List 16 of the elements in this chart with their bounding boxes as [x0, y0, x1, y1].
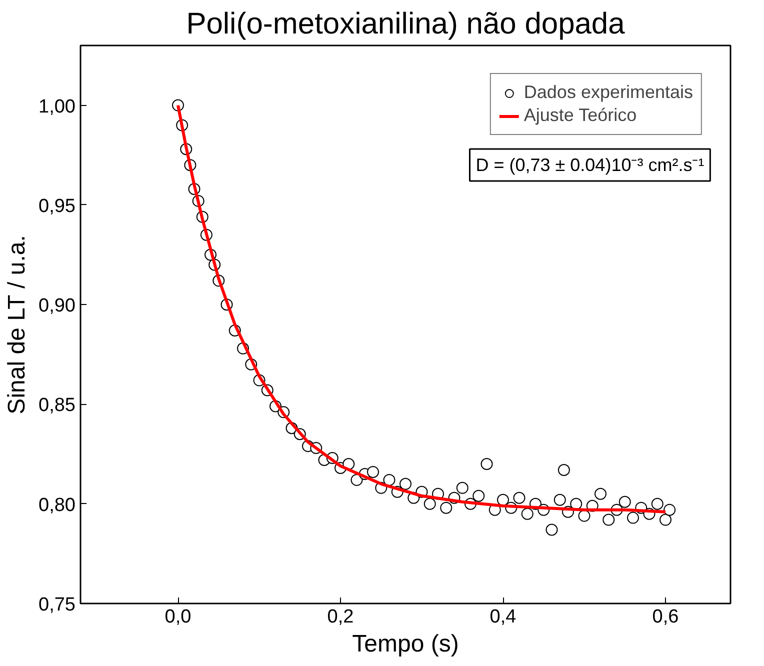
y-tick-label: 0,90: [38, 296, 76, 317]
legend-label: Ajuste Teórico: [524, 105, 637, 126]
y-tick-label: 0,80: [38, 494, 76, 516]
y-tick-label: 0,75: [38, 594, 76, 616]
x-axis-title: Tempo (s): [352, 630, 459, 658]
y-tick-label: 1,00: [38, 96, 76, 118]
x-tick-label: 0,6: [652, 606, 679, 628]
legend-label: Dados experimentais: [524, 82, 693, 103]
x-tick-label: 0,2: [327, 606, 354, 628]
x-tick-label: 0,0: [164, 606, 192, 628]
x-tick-label: 0,4: [490, 606, 517, 628]
annotation: D = (0,73 ± 0.04)10⁻³ cm².s⁻¹: [476, 155, 704, 176]
y-tick-label: 0,95: [38, 196, 76, 217]
y-axis-title: Sinal de LT / u.a.: [4, 235, 31, 414]
y-tick-label: 0,85: [38, 395, 76, 416]
chart-title: Poli(o-metoxianilina) não dopada: [186, 8, 626, 40]
